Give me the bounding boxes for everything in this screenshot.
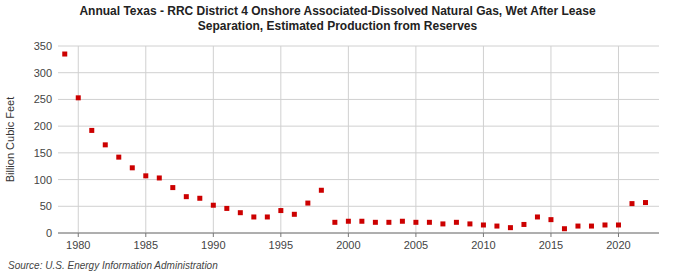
point (508, 225, 513, 230)
point (278, 208, 283, 213)
point (197, 196, 202, 201)
y-tick-label: 250 (34, 93, 52, 105)
x-tick-label: 1985 (134, 239, 158, 251)
point (238, 210, 243, 215)
point (251, 214, 256, 219)
point (359, 219, 364, 224)
point (575, 224, 580, 229)
y-grid-line (58, 233, 659, 234)
point (265, 214, 270, 219)
x-axis-line (58, 233, 659, 234)
point (643, 200, 648, 205)
x-tick (618, 233, 619, 237)
point (76, 95, 81, 100)
point (535, 214, 540, 219)
x-tick-label: 1980 (66, 239, 90, 251)
y-tick-label: 200 (34, 120, 52, 132)
x-grid-line (78, 46, 79, 233)
y-tick-label: 150 (34, 147, 52, 159)
point (116, 155, 121, 160)
point (130, 165, 135, 170)
x-grid-line (280, 46, 281, 233)
point (427, 220, 432, 225)
point (562, 226, 567, 231)
point (481, 222, 486, 227)
x-grid-line (618, 46, 619, 233)
source: Source: U.S. Energy Information Administ… (8, 260, 218, 271)
y-grid-line (58, 72, 659, 73)
point (440, 221, 445, 226)
y-grid-line (58, 179, 659, 180)
title-line: Separation, Estimated Production from Re… (198, 19, 478, 33)
point (89, 128, 94, 133)
point (373, 220, 378, 225)
point (454, 220, 459, 225)
point (346, 219, 351, 224)
x-tick (78, 233, 79, 237)
y-tick-label: 300 (34, 67, 52, 79)
x-tick-label: 1990 (201, 239, 225, 251)
x-grid-line (483, 46, 484, 233)
point (494, 224, 499, 229)
point (184, 194, 189, 199)
point (589, 224, 594, 229)
x-tick (213, 233, 214, 237)
x-grid-line (550, 46, 551, 233)
point (319, 188, 324, 193)
x-tick-label: 2010 (471, 239, 495, 251)
y-tick-label: 100 (34, 174, 52, 186)
point (386, 220, 391, 225)
title-line: Annual Texas - RRC District 4 Onshore As… (79, 4, 595, 18)
y-grid-line (58, 206, 659, 207)
x-tick-label: 2020 (606, 239, 630, 251)
chart: Annual Texas - RRC District 4 Onshore As… (0, 0, 675, 275)
point (521, 222, 526, 227)
y-grid-line (58, 126, 659, 127)
point (467, 221, 472, 226)
x-tick-label: 2000 (336, 239, 360, 251)
y-grid-line (58, 46, 659, 47)
point (332, 220, 337, 225)
y-grid-line (58, 99, 659, 100)
x-tick (280, 233, 281, 237)
y-axis-label: Billion Cubic Feet (4, 97, 16, 183)
point (413, 220, 418, 225)
point (224, 206, 229, 211)
point (103, 142, 108, 147)
title: Annual Texas - RRC District 4 Onshore As… (79, 4, 595, 33)
x-grid-line (415, 46, 416, 233)
point (157, 175, 162, 180)
x-tick (348, 233, 349, 237)
x-tick-label: 2015 (539, 239, 563, 251)
y-tick-label: 350 (34, 40, 52, 52)
x-grid-line (348, 46, 349, 233)
point (305, 201, 310, 206)
grid (58, 46, 659, 233)
point (292, 212, 297, 217)
point (143, 173, 148, 178)
points (62, 52, 648, 232)
x-tick (550, 233, 551, 237)
x-tick-label: 2005 (404, 239, 428, 251)
x-tick (415, 233, 416, 237)
point (548, 217, 553, 222)
point (170, 185, 175, 190)
y-grid-line (58, 152, 659, 153)
x-tick (145, 233, 146, 237)
point (62, 52, 67, 57)
point (400, 219, 405, 224)
x-grid-line (145, 46, 146, 233)
point (629, 201, 634, 206)
point (602, 222, 607, 227)
point (616, 222, 621, 227)
point (211, 203, 216, 208)
y-tick-label: 50 (40, 200, 52, 212)
y-tick-label: 0 (46, 227, 52, 239)
x-tick (483, 233, 484, 237)
x-tick-label: 1995 (269, 239, 293, 251)
